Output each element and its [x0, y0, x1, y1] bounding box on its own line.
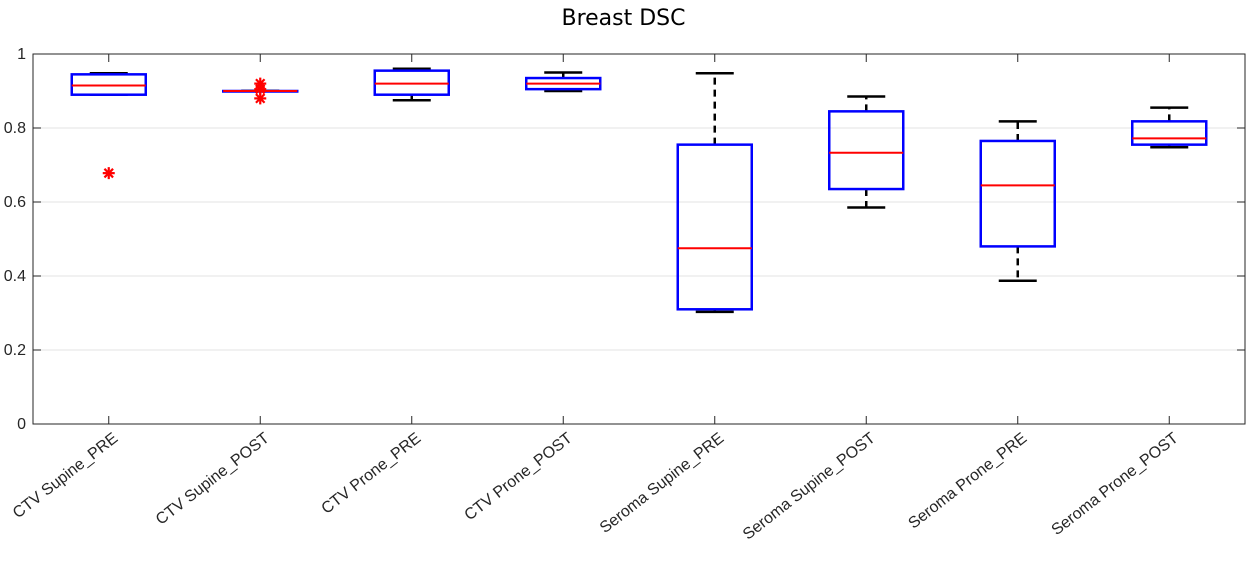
y-axis: 0 0.2 0.4 0.6 0.8 1	[4, 46, 1245, 433]
box-4	[525, 71, 602, 93]
iqr-box	[979, 139, 1056, 248]
outlier-point	[102, 167, 115, 180]
grid-lines	[33, 127, 1245, 351]
x-category-label: Seroma Prone_POST	[1049, 430, 1182, 539]
y-tick-label: 0.2	[4, 342, 26, 359]
x-category-label: CTV Supine_PRE	[10, 430, 121, 522]
box-5	[676, 71, 753, 314]
chart-title: Breast DSC	[561, 6, 686, 31]
x-category-label: Seroma Prone_PRE	[906, 430, 1031, 533]
y-tick-label: 1	[17, 46, 26, 63]
outlier-point	[254, 92, 267, 105]
box-1	[70, 71, 147, 180]
y-tick-label: 0.8	[4, 120, 26, 137]
x-category-label: CTV Prone_PRE	[318, 430, 424, 518]
iqr-box	[828, 110, 905, 191]
x-category-label: Seroma Supine_PRE	[597, 430, 727, 537]
plot-area	[32, 53, 1246, 425]
y-tick-label: 0.6	[4, 194, 26, 211]
y-tick-label: 0	[17, 416, 26, 433]
x-axis: CTV Supine_PRE CTV Supine_POST CTV Prone_P…	[10, 54, 1182, 543]
outlier-stroke	[103, 168, 114, 179]
box-7	[979, 120, 1056, 283]
x-category-label: CTV Prone_POST	[462, 430, 576, 525]
box-8	[1131, 106, 1208, 149]
box-6	[828, 95, 905, 209]
y-tick-label: 0.4	[4, 268, 26, 285]
outlier-stroke	[255, 93, 266, 104]
x-category-label: CTV Supine_POST	[153, 430, 273, 529]
boxes	[70, 67, 1208, 314]
box-2	[222, 77, 299, 105]
iqr-box	[676, 143, 753, 311]
box-3	[373, 67, 450, 102]
iqr-box	[1131, 120, 1208, 146]
x-category-label: Seroma Supine_POST	[740, 430, 879, 544]
outlier-stroke	[255, 84, 266, 95]
